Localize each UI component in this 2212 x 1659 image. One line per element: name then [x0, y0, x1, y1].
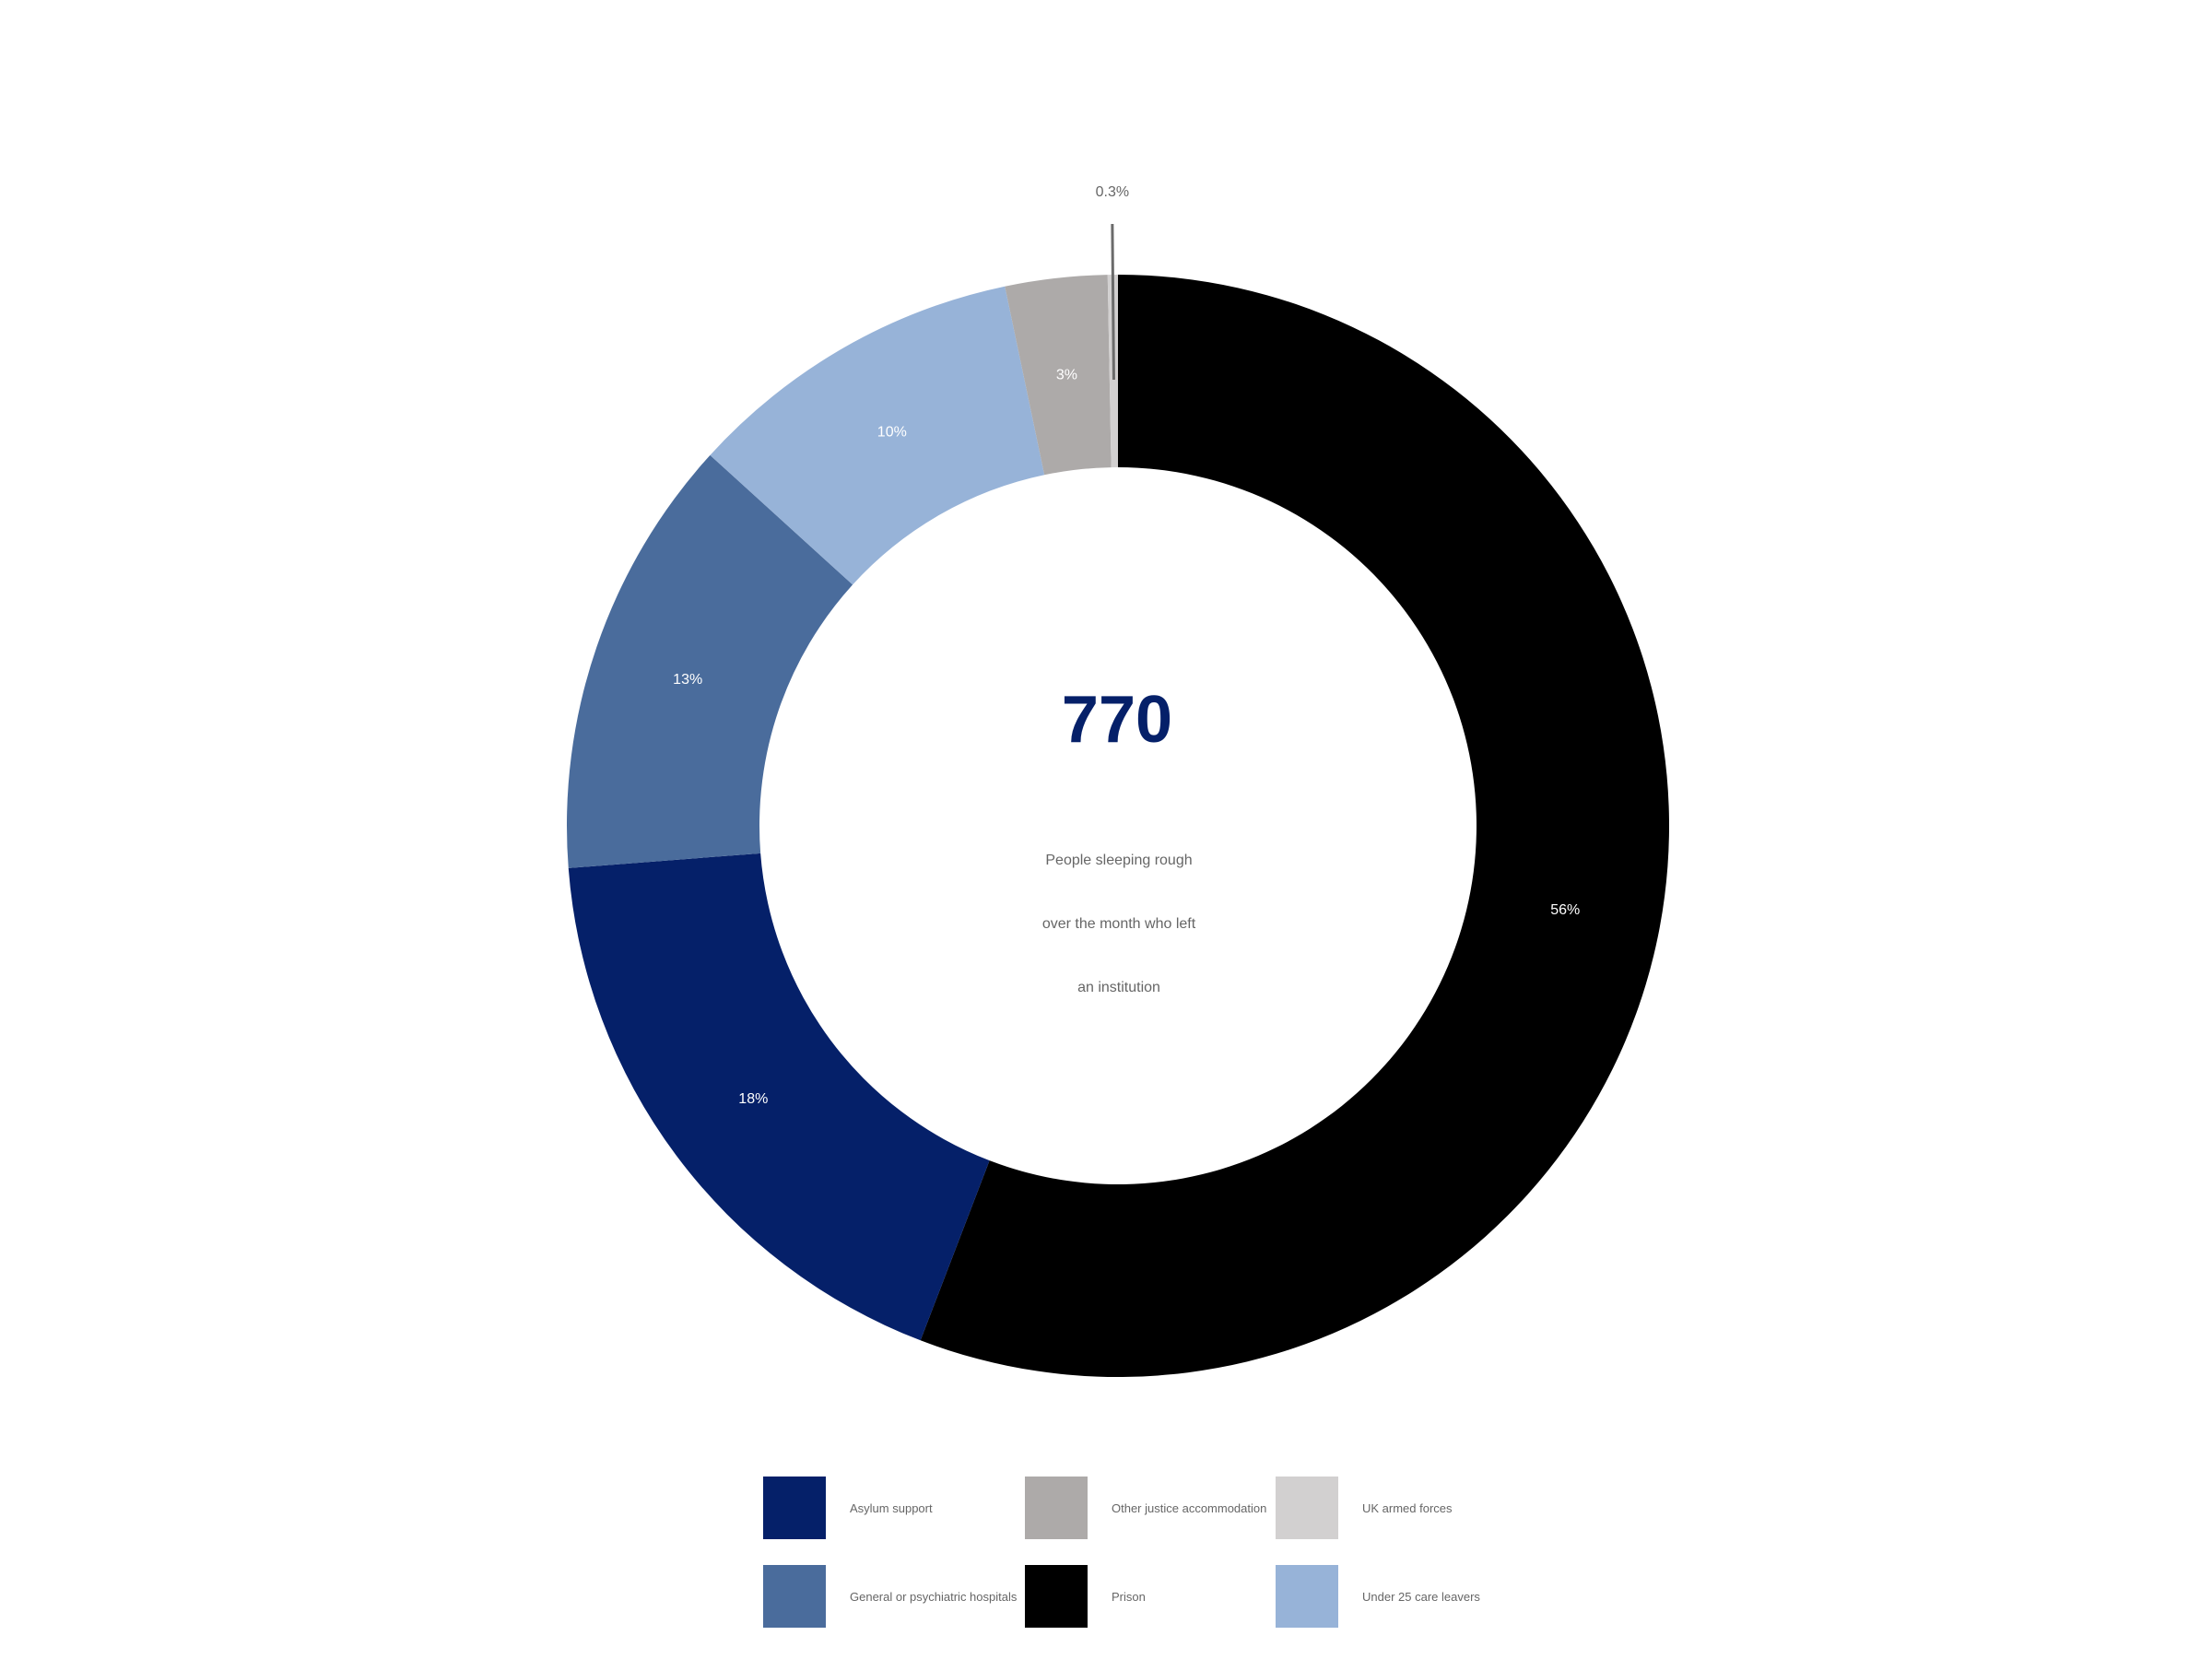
center-caption-line-3: an institution [1077, 980, 1160, 995]
legend-item-asylum-support: Asylum support [763, 1477, 933, 1539]
legend-label: Other justice accommodation [1112, 1500, 1267, 1515]
legend-swatch [1025, 1477, 1088, 1539]
donut-slices [566, 275, 1670, 1377]
legend-item-other-justice-accommodation: Other justice accommodation [1025, 1477, 1266, 1539]
legend-swatch [1025, 1565, 1088, 1628]
legend-label: General or psychiatric hospitals [850, 1589, 1018, 1604]
legend-swatch [1276, 1477, 1338, 1539]
donut-slice-under-25-care-leavers [710, 286, 1045, 585]
center-value: 770 [1062, 683, 1172, 757]
legend-label: Under 25 care leavers [1362, 1589, 1480, 1604]
donut-slice-other-justice-accommodation [1005, 275, 1112, 476]
donut-slice-general-or-psychiatric-hospitals [566, 454, 853, 868]
legend: Asylum support Other justice accommodati… [763, 1477, 1519, 1635]
legend-item-uk-armed-forces: UK armed forces [1276, 1477, 1453, 1539]
legend-swatch [1276, 1565, 1338, 1628]
legend-item-under-25-care-leavers: Under 25 care leavers [1276, 1565, 1480, 1628]
donut-slice-labels: 56% 18% 13% 10% 3% [673, 368, 1580, 1107]
legend-swatch [763, 1477, 826, 1539]
slice-label-prison: 56% [1550, 902, 1580, 918]
slice-label-uk-armed-forces: 0.3% [1096, 184, 1129, 200]
legend-item-general-or-psychiatric-hospitals: General or psychiatric hospitals [763, 1565, 1017, 1628]
slice-label-other-justice-accommodation: 3% [1056, 368, 1077, 383]
center-caption-line-2: over the month who left [1042, 916, 1196, 932]
donut-callouts: 0.3% [1096, 184, 1129, 381]
legend-item-prison: Prison [1025, 1565, 1146, 1628]
donut-slice-asylum-support [568, 853, 990, 1341]
donut-slice-prison [920, 275, 1670, 1377]
callout-line-uk-armed-forces [1111, 224, 1115, 381]
legend-label: Prison [1112, 1589, 1146, 1604]
legend-label: Asylum support [850, 1500, 933, 1515]
slice-label-under-25-care-leavers: 10% [877, 425, 907, 441]
slice-label-general-or-psychiatric-hospitals: 13% [673, 672, 702, 688]
center-caption-line-1: People sleeping rough [1045, 853, 1192, 868]
legend-swatch [763, 1565, 826, 1628]
slice-label-asylum-support: 18% [738, 1091, 768, 1107]
legend-label: UK armed forces [1362, 1500, 1453, 1515]
